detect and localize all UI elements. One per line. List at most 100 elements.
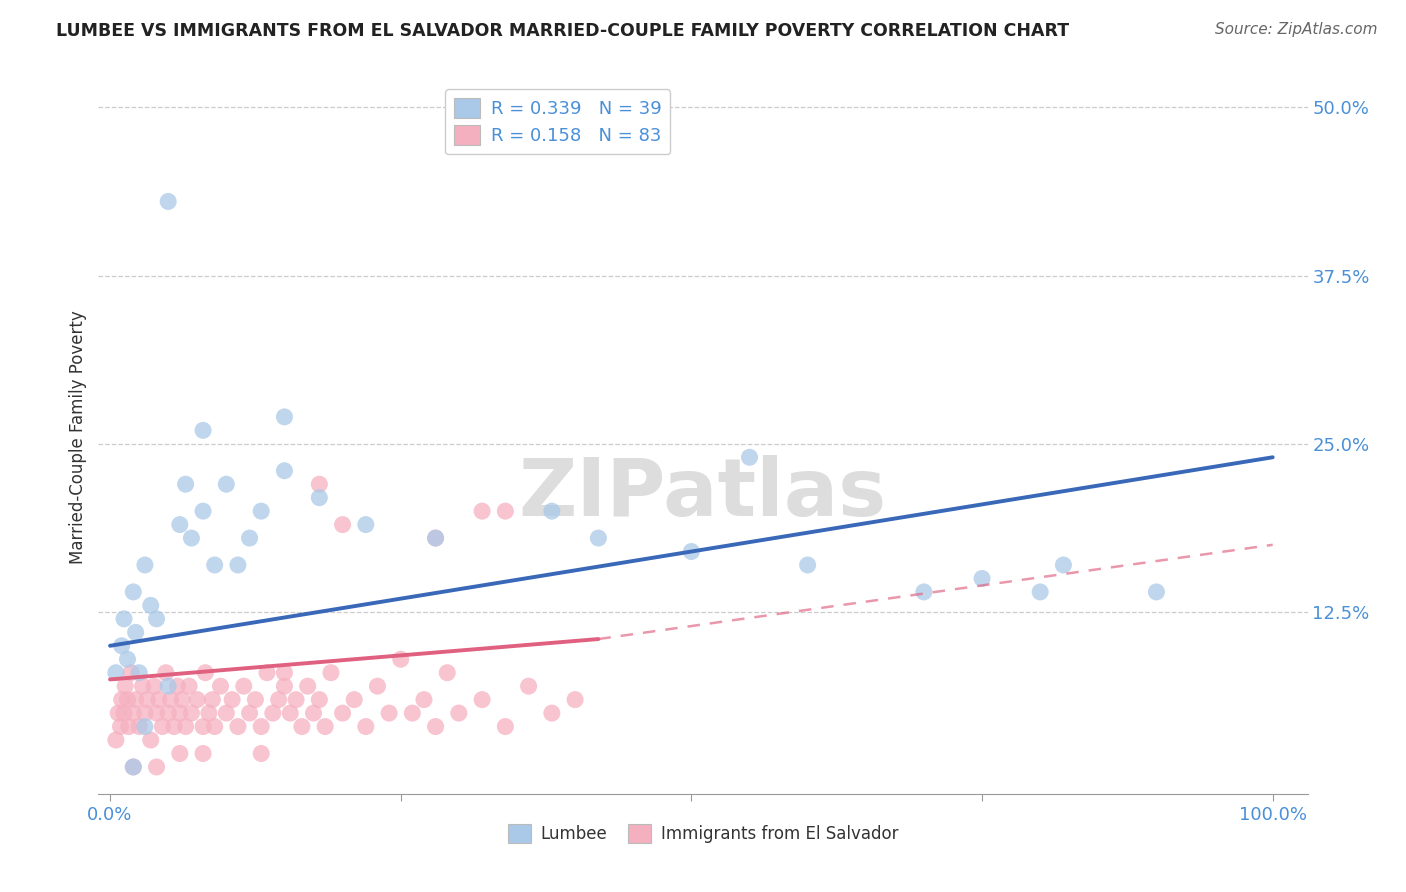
Point bbox=[302, 706, 325, 720]
Point bbox=[215, 706, 238, 720]
Point bbox=[172, 692, 194, 706]
Point bbox=[494, 720, 516, 734]
Point bbox=[378, 706, 401, 720]
Point bbox=[343, 692, 366, 706]
Point bbox=[104, 733, 127, 747]
Point bbox=[308, 692, 330, 706]
Point bbox=[1052, 558, 1074, 572]
Point bbox=[245, 692, 267, 706]
Point bbox=[354, 720, 377, 734]
Point bbox=[143, 679, 166, 693]
Point bbox=[201, 692, 224, 706]
Point bbox=[157, 679, 180, 693]
Point bbox=[114, 679, 136, 693]
Point bbox=[332, 706, 354, 720]
Point bbox=[215, 477, 238, 491]
Point bbox=[117, 652, 139, 666]
Point bbox=[174, 720, 197, 734]
Point bbox=[166, 679, 188, 693]
Point bbox=[297, 679, 319, 693]
Point bbox=[494, 504, 516, 518]
Point bbox=[308, 477, 330, 491]
Point bbox=[163, 720, 186, 734]
Point bbox=[319, 665, 342, 680]
Point bbox=[122, 760, 145, 774]
Point bbox=[112, 706, 135, 720]
Point bbox=[209, 679, 232, 693]
Point bbox=[267, 692, 290, 706]
Point bbox=[139, 599, 162, 613]
Point bbox=[681, 544, 703, 558]
Y-axis label: Married-Couple Family Poverty: Married-Couple Family Poverty bbox=[69, 310, 87, 564]
Point bbox=[401, 706, 423, 720]
Point bbox=[122, 585, 145, 599]
Point bbox=[159, 692, 181, 706]
Point bbox=[1144, 585, 1167, 599]
Legend: Lumbee, Immigrants from El Salvador: Lumbee, Immigrants from El Salvador bbox=[501, 818, 905, 850]
Point bbox=[436, 665, 458, 680]
Point bbox=[169, 747, 191, 761]
Point bbox=[540, 504, 562, 518]
Point bbox=[157, 194, 180, 209]
Point bbox=[174, 477, 197, 491]
Point bbox=[221, 692, 243, 706]
Point bbox=[354, 517, 377, 532]
Point bbox=[134, 558, 156, 572]
Point bbox=[447, 706, 470, 720]
Point bbox=[273, 679, 295, 693]
Point bbox=[285, 692, 308, 706]
Point bbox=[111, 639, 134, 653]
Point bbox=[194, 665, 217, 680]
Point bbox=[145, 760, 167, 774]
Point bbox=[588, 531, 610, 545]
Text: ZIPatlas: ZIPatlas bbox=[519, 455, 887, 533]
Point bbox=[157, 706, 180, 720]
Point bbox=[191, 423, 214, 437]
Point bbox=[122, 760, 145, 774]
Point bbox=[180, 706, 202, 720]
Point bbox=[134, 706, 156, 720]
Point bbox=[273, 464, 295, 478]
Point bbox=[191, 720, 214, 734]
Point bbox=[308, 491, 330, 505]
Point bbox=[278, 706, 301, 720]
Point bbox=[155, 665, 177, 680]
Point bbox=[332, 517, 354, 532]
Point bbox=[314, 720, 336, 734]
Point bbox=[232, 679, 254, 693]
Point bbox=[256, 665, 278, 680]
Point bbox=[186, 692, 208, 706]
Point bbox=[124, 625, 146, 640]
Point bbox=[273, 665, 295, 680]
Point bbox=[226, 558, 249, 572]
Point bbox=[124, 692, 146, 706]
Point bbox=[198, 706, 221, 720]
Point bbox=[139, 733, 162, 747]
Point bbox=[204, 558, 226, 572]
Point bbox=[122, 706, 145, 720]
Text: Source: ZipAtlas.com: Source: ZipAtlas.com bbox=[1215, 22, 1378, 37]
Point bbox=[912, 585, 935, 599]
Point bbox=[145, 706, 167, 720]
Point bbox=[262, 706, 284, 720]
Point bbox=[112, 612, 135, 626]
Point bbox=[239, 531, 262, 545]
Point bbox=[128, 720, 150, 734]
Point bbox=[564, 692, 586, 706]
Point bbox=[107, 706, 129, 720]
Point bbox=[796, 558, 818, 572]
Point bbox=[134, 720, 156, 734]
Point bbox=[425, 531, 447, 545]
Text: LUMBEE VS IMMIGRANTS FROM EL SALVADOR MARRIED-COUPLE FAMILY POVERTY CORRELATION : LUMBEE VS IMMIGRANTS FROM EL SALVADOR MA… bbox=[56, 22, 1070, 40]
Point bbox=[136, 692, 159, 706]
Point bbox=[291, 720, 314, 734]
Point bbox=[117, 692, 139, 706]
Point bbox=[389, 652, 412, 666]
Point bbox=[180, 531, 202, 545]
Point bbox=[148, 692, 170, 706]
Point bbox=[131, 679, 153, 693]
Point bbox=[110, 720, 132, 734]
Point bbox=[179, 679, 201, 693]
Point bbox=[425, 531, 447, 545]
Point bbox=[970, 571, 993, 585]
